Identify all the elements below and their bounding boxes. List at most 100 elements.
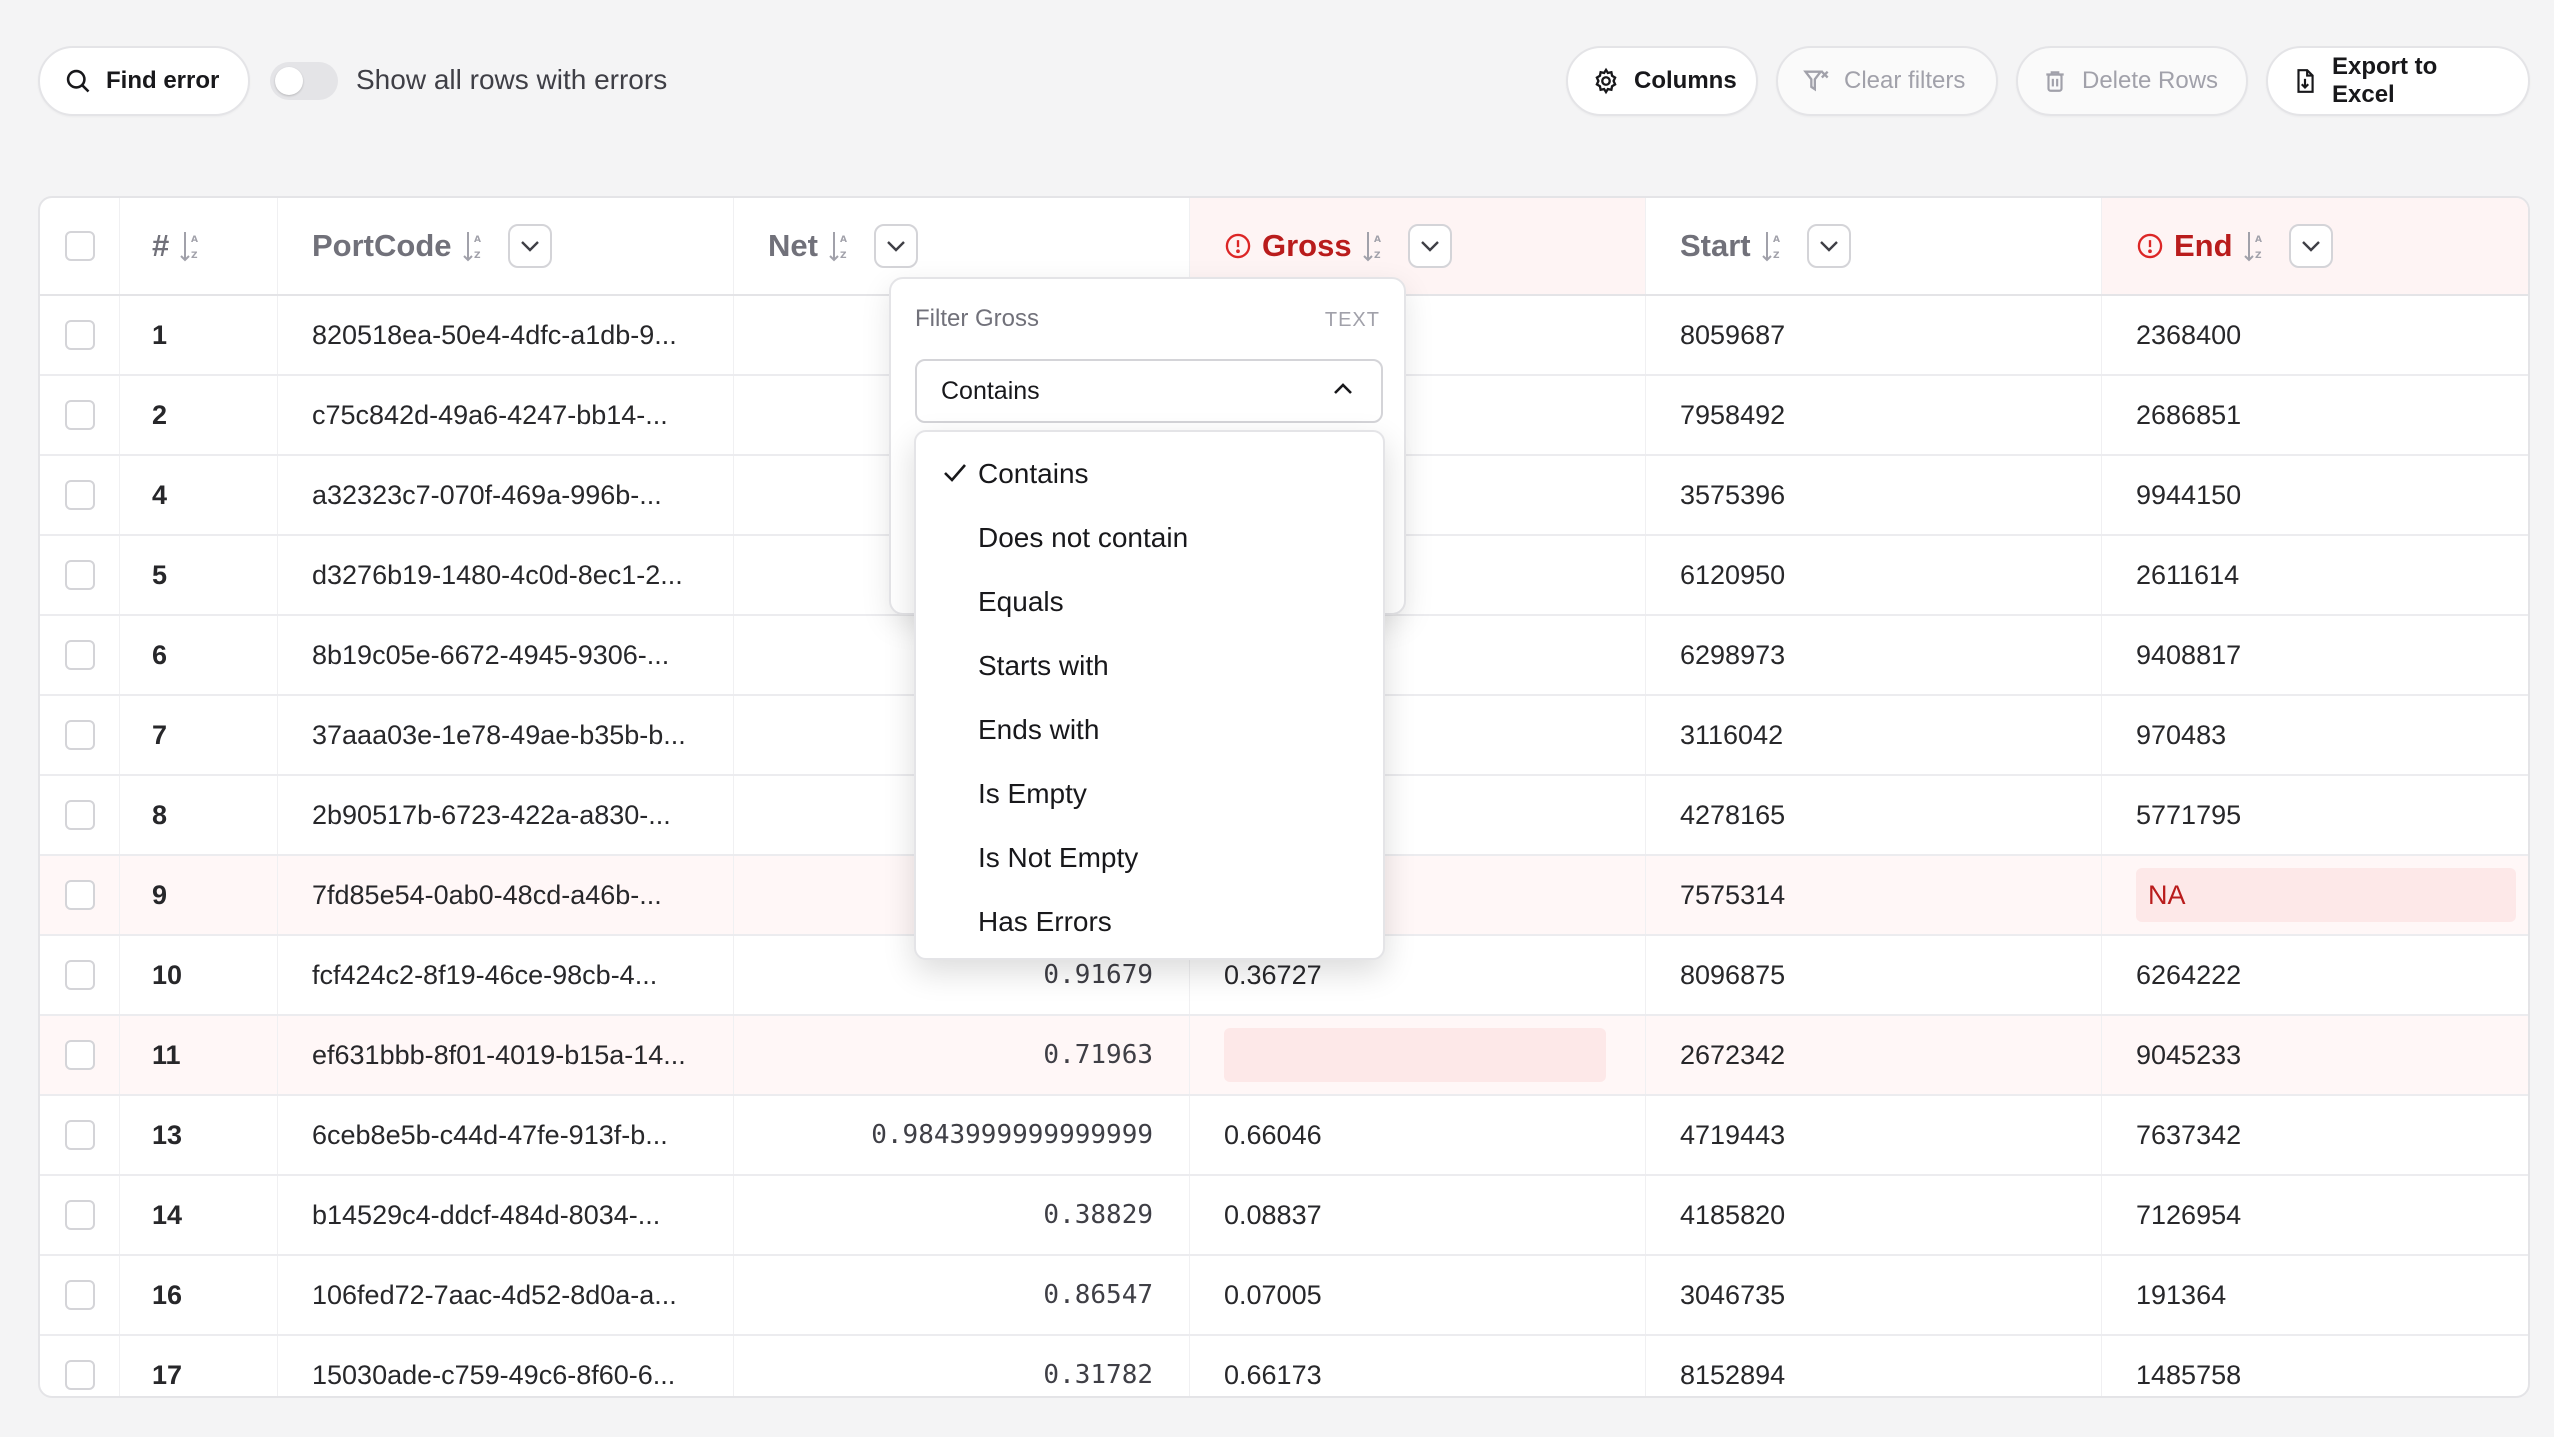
table-row[interactable]: 11 ef631bbb-8f01-4019-b15a-14... 0.71963 26… — [40, 1016, 2528, 1096]
cell-portcode[interactable]: c75c842d-49a6-4247-bb14-... — [278, 376, 734, 454]
cell-portcode[interactable]: 15030ade-c759-49c6-8f60-6... — [278, 1336, 734, 1396]
table-row[interactable]: 13 6ceb8e5b-c44d-47fe-913f-b... 0.98439999… — [40, 1096, 2528, 1176]
cell-end[interactable]: 2368400 — [2102, 296, 2528, 374]
table-row[interactable]: 10 fcf424c2-8f19-46ce-98cb-4... 0.91679 0.3… — [40, 936, 2528, 1016]
select-all-checkbox[interactable] — [64, 231, 95, 261]
cell-gross[interactable] — [1190, 696, 1646, 774]
cell-start[interactable]: 3575396 — [1646, 456, 2102, 534]
sort-icon[interactable]: AZ — [179, 228, 201, 264]
cell-start[interactable]: 7575314 — [1646, 856, 2102, 934]
cell-gross[interactable]: 0.36727 — [1190, 936, 1646, 1014]
cell-net[interactable]: 0.71963 — [734, 1016, 1190, 1094]
cell-gross[interactable] — [1190, 856, 1646, 934]
cell-end[interactable]: 2686851 — [2102, 376, 2528, 454]
filter-option[interactable]: Has Errors — [916, 890, 1383, 954]
cell-net[interactable]: 0.38829 — [734, 1176, 1190, 1254]
cell-end[interactable]: 1485758 — [2102, 1336, 2528, 1396]
cell-portcode[interactable]: 8b19c05e-6672-4945-9306-... — [278, 616, 734, 694]
cell-end[interactable]: 2611614 — [2102, 536, 2528, 614]
cell-gross[interactable]: 0.66173 — [1190, 1336, 1646, 1396]
cell-gross[interactable] — [1190, 456, 1646, 534]
export-excel-button[interactable]: Export to Excel — [2266, 46, 2530, 116]
cell-gross[interactable] — [1190, 1016, 1646, 1094]
cell-portcode[interactable]: ef631bbb-8f01-4019-b15a-14... — [278, 1016, 734, 1094]
cell-start[interactable]: 3116042 — [1646, 696, 2102, 774]
filter-operator-select[interactable]: Contains — [915, 359, 1383, 423]
cell-gross[interactable] — [1190, 376, 1646, 454]
row-checkbox[interactable] — [64, 400, 95, 430]
cell-start[interactable]: 6120950 — [1646, 536, 2102, 614]
cell-end[interactable]: 6264222 — [2102, 936, 2528, 1014]
cell-net[interactable]: 0.9843999999999999 — [734, 1096, 1190, 1174]
cell-start[interactable]: 7958492 — [1646, 376, 2102, 454]
empty-error-value[interactable] — [1224, 1028, 1606, 1082]
cell-end[interactable]: 9408817 — [2102, 616, 2528, 694]
cell-gross[interactable]: 0.66046 — [1190, 1096, 1646, 1174]
filter-option[interactable]: Is Not Empty — [916, 826, 1383, 890]
cell-gross[interactable]: 0.07005 — [1190, 1256, 1646, 1334]
cell-portcode[interactable]: 7fd85e54-0ab0-48cd-a46b-... — [278, 856, 734, 934]
cell-portcode[interactable]: a32323c7-070f-469a-996b-... — [278, 456, 734, 534]
column-menu-button[interactable] — [507, 224, 552, 268]
cell-gross[interactable] — [1190, 776, 1646, 854]
row-checkbox[interactable] — [64, 480, 95, 510]
columns-button[interactable]: Columns — [1566, 46, 1758, 116]
delete-rows-button[interactable]: Delete Rows — [2016, 46, 2248, 116]
row-checkbox[interactable] — [64, 960, 95, 990]
cell-portcode[interactable]: b14529c4-ddcf-484d-8034-... — [278, 1176, 734, 1254]
cell-gross[interactable]: 0.08837 — [1190, 1176, 1646, 1254]
cell-start[interactable]: 8096875 — [1646, 936, 2102, 1014]
table-row[interactable]: 17 15030ade-c759-49c6-8f60-6... 0.31782 0.6… — [40, 1336, 2528, 1396]
row-checkbox[interactable] — [64, 1040, 95, 1070]
sort-icon[interactable]: AZ — [1362, 228, 1384, 264]
cell-start[interactable]: 4719443 — [1646, 1096, 2102, 1174]
cell-end[interactable]: 7637342 — [2102, 1096, 2528, 1174]
cell-portcode[interactable]: 6ceb8e5b-c44d-47fe-913f-b... — [278, 1096, 734, 1174]
cell-net[interactable]: 0.86547 — [734, 1256, 1190, 1334]
cell-end[interactable]: 191364 — [2102, 1256, 2528, 1334]
cell-start[interactable]: 8152894 — [1646, 1336, 2102, 1396]
cell-end[interactable]: 9944150 — [2102, 456, 2528, 534]
cell-end[interactable]: 7126954 — [2102, 1176, 2528, 1254]
cell-start[interactable]: 4278165 — [1646, 776, 2102, 854]
row-checkbox[interactable] — [64, 320, 95, 350]
cell-net[interactable]: 0.31782 — [734, 1336, 1190, 1396]
sort-icon[interactable]: AZ — [1761, 228, 1783, 264]
filter-option[interactable]: Starts with — [916, 634, 1383, 698]
cell-gross[interactable] — [1190, 536, 1646, 614]
cell-end[interactable]: 970483 — [2102, 696, 2528, 774]
table-row[interactable]: 14 b14529c4-ddcf-484d-8034-... 0.38829 0.08… — [40, 1176, 2528, 1256]
cell-portcode[interactable]: 2b90517b-6723-422a-a830-... — [278, 776, 734, 854]
row-checkbox[interactable] — [64, 560, 95, 590]
row-checkbox[interactable] — [64, 1200, 95, 1230]
row-checkbox[interactable] — [64, 880, 95, 910]
cell-portcode[interactable]: 106fed72-7aac-4d52-8d0a-a... — [278, 1256, 734, 1334]
find-error-button[interactable]: Find error — [38, 46, 250, 116]
show-errors-toggle[interactable] — [270, 62, 338, 100]
cell-start[interactable]: 3046735 — [1646, 1256, 2102, 1334]
cell-portcode[interactable]: 820518ea-50e4-4dfc-a1db-9... — [278, 296, 734, 374]
filter-option[interactable]: Equals — [916, 570, 1383, 634]
table-row[interactable]: 16 106fed72-7aac-4d52-8d0a-a... 0.86547 0.0… — [40, 1256, 2528, 1336]
cell-portcode[interactable]: d3276b19-1480-4c0d-8ec1-2... — [278, 536, 734, 614]
sort-icon[interactable]: AZ — [462, 228, 484, 264]
cell-net[interactable]: 0.91679 — [734, 936, 1190, 1014]
sort-icon[interactable]: AZ — [828, 228, 850, 264]
cell-start[interactable]: 4185820 — [1646, 1176, 2102, 1254]
row-checkbox[interactable] — [64, 800, 95, 830]
cell-portcode[interactable]: fcf424c2-8f19-46ce-98cb-4... — [278, 936, 734, 1014]
cell-end[interactable]: NA — [2102, 856, 2528, 934]
row-checkbox[interactable] — [64, 720, 95, 750]
cell-start[interactable]: 2672342 — [1646, 1016, 2102, 1094]
filter-option[interactable]: Is Empty — [916, 762, 1383, 826]
cell-start[interactable]: 8059687 — [1646, 296, 2102, 374]
clear-filters-button[interactable]: Clear filters — [1776, 46, 1998, 116]
column-menu-button[interactable] — [1407, 224, 1452, 268]
column-menu-button[interactable] — [1806, 224, 1851, 268]
